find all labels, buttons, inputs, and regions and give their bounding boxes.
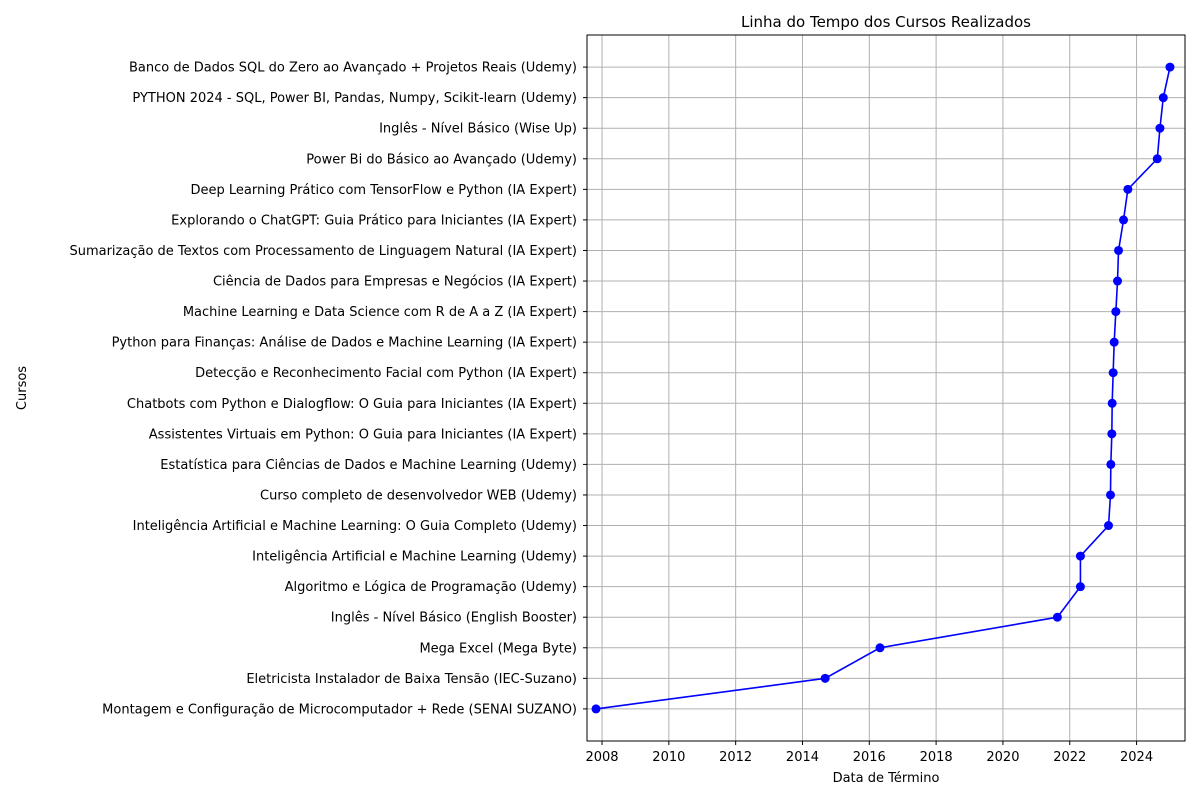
y-tick-label: Eletricista Instalador de Baixa Tensão (… (246, 672, 577, 687)
y-tick-label: Deep Learning Prático com TensorFlow e P… (191, 183, 578, 198)
y-tick-label: Estatística para Ciências de Dados e Mac… (160, 458, 577, 473)
plot-area-frame (586, 34, 1186, 742)
data-point (1106, 459, 1116, 469)
x-tick-label: 2014 (786, 750, 819, 765)
y-tick-label: Inglês - Nível Básico (English Booster) (331, 611, 577, 626)
x-tick-label: 2020 (986, 750, 1019, 765)
y-tick-label: Detecção e Reconhecimento Facial com Pyt… (195, 366, 577, 381)
data-point (1107, 398, 1117, 408)
x-tick-label: 2022 (1053, 750, 1086, 765)
data-point (1165, 62, 1175, 72)
y-tick-label: Sumarização de Textos com Processamento … (69, 244, 577, 259)
data-point (1108, 368, 1118, 378)
data-point (1103, 521, 1113, 531)
data-point (1152, 154, 1162, 164)
data-point (875, 643, 885, 653)
series-line (595, 66, 1171, 710)
data-point (1075, 582, 1085, 592)
y-tick-label: Chatbots com Python e Dialogflow: O Guia… (127, 397, 577, 412)
chart-title: Linha do Tempo dos Cursos Realizados (741, 13, 1031, 31)
data-point (1052, 612, 1062, 622)
x-tick-label: 2012 (719, 750, 752, 765)
y-tick-label: Banco de Dados SQL do Zero ao Avançado +… (129, 61, 577, 76)
y-tick-label: Assistentes Virtuais em Python: O Guia p… (149, 427, 577, 442)
data-point (591, 704, 601, 714)
data-point (1158, 93, 1168, 103)
data-point (1113, 276, 1123, 286)
y-tick-label: Ciência de Dados para Empresas e Negócio… (213, 275, 577, 290)
y-tick-label: PYTHON 2024 - SQL, Power BI, Pandas, Num… (132, 91, 577, 106)
x-tick-label: 2008 (585, 750, 618, 765)
y-tick-label: Curso completo de desenvolvedor WEB (Ude… (260, 488, 577, 503)
x-tick-label: 2024 (1120, 750, 1153, 765)
y-tick-label: Machine Learning e Data Science com R de… (183, 305, 577, 320)
data-point (1109, 337, 1119, 347)
series-timeline (591, 62, 1175, 714)
data-point (1155, 123, 1165, 133)
y-tick-label: Algoritmo e Lógica de Programação (Udemy… (285, 580, 577, 595)
grid-lines (587, 35, 1185, 741)
x-tick-label: 2016 (853, 750, 886, 765)
data-point (1106, 490, 1116, 500)
data-point (1119, 215, 1129, 225)
data-point (1075, 551, 1085, 561)
y-tick-label: Python para Finanças: Análise de Dados e… (112, 336, 577, 351)
y-axis-label: Cursos (15, 366, 30, 410)
y-tick-label: Montagem e Configuração de Microcomputad… (102, 702, 577, 717)
y-tick-label: Mega Excel (Mega Byte) (419, 641, 577, 656)
y-tick-label: Inteligência Artificial e Machine Learni… (133, 519, 577, 534)
x-axis-label: Data de Término (833, 771, 940, 786)
data-point (820, 673, 830, 683)
data-point (1111, 307, 1121, 317)
y-tick-label: Inglês - Nível Básico (Wise Up) (379, 122, 577, 137)
y-tick-label: Inteligência Artificial e Machine Learni… (252, 550, 577, 565)
data-point (1123, 184, 1133, 194)
data-point (1114, 245, 1124, 255)
x-tick-label: 2010 (652, 750, 685, 765)
data-point (1107, 429, 1117, 439)
y-tick-label: Power Bi do Básico ao Avançado (Udemy) (306, 152, 577, 167)
axis-ticks: 2008 2010 2012 2014 2016 2018 2020 2022 2024 Mont… (69, 61, 1153, 765)
x-tick-label: 2018 (920, 750, 953, 765)
y-tick-label: Explorando o ChatGPT: Guia Prático para … (171, 213, 577, 228)
